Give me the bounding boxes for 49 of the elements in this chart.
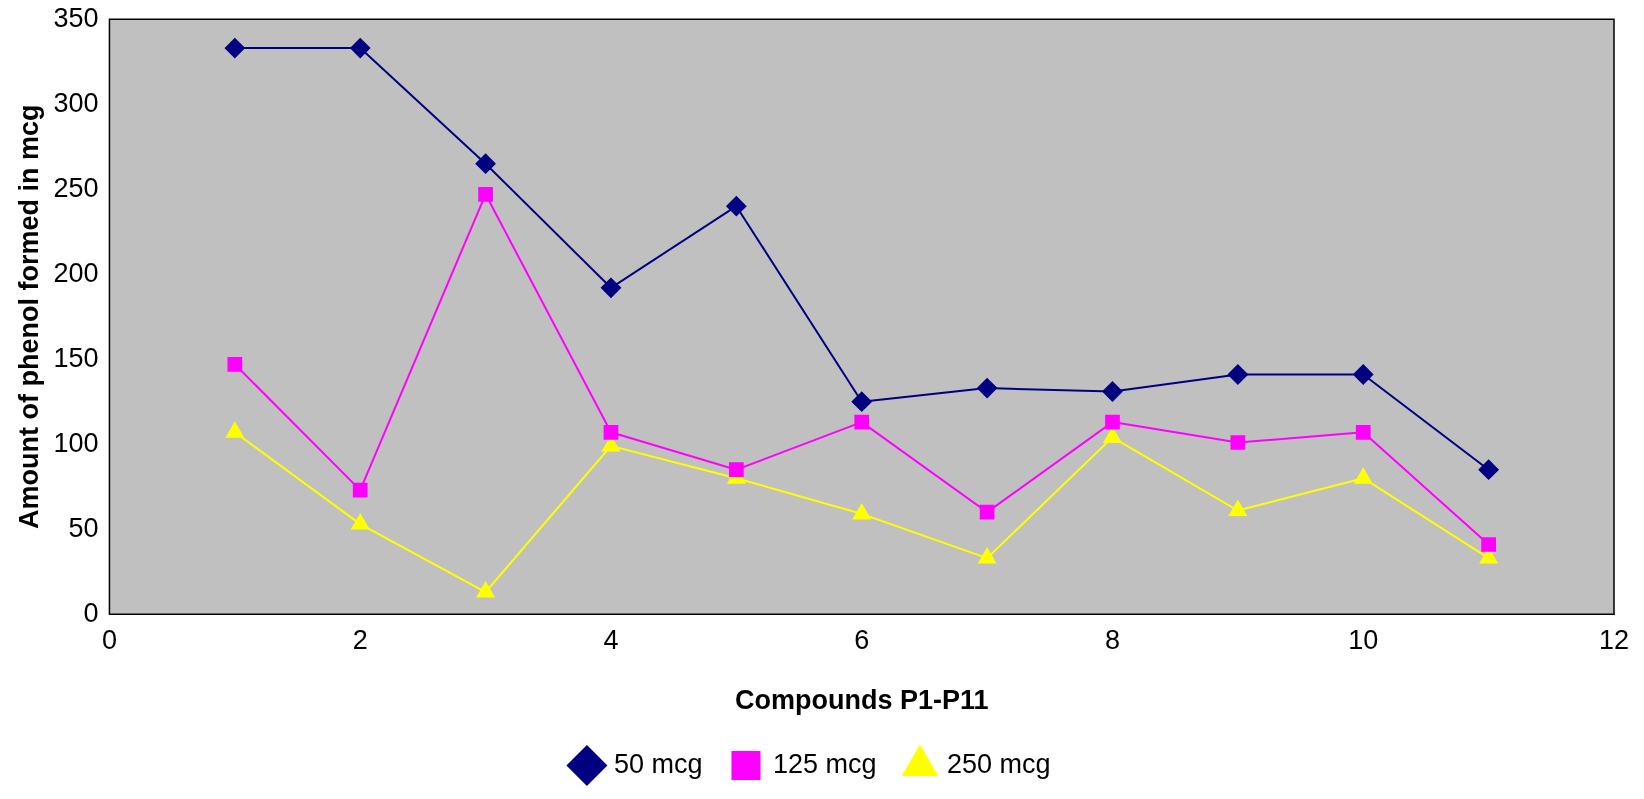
x-tick-label: 6 [854, 624, 870, 655]
legend-label: 250 mcg [947, 748, 1051, 779]
point [350, 38, 371, 59]
point [851, 391, 872, 412]
point [728, 462, 744, 478]
legend-label: 125 mcg [772, 748, 877, 779]
point [1354, 468, 1373, 484]
y-tick-label: 50 [68, 512, 99, 543]
point [476, 582, 495, 598]
point [979, 504, 995, 520]
point [478, 186, 493, 202]
point [978, 548, 996, 564]
point [1355, 424, 1371, 440]
point [227, 356, 243, 372]
y-tick-label: 350 [53, 2, 99, 33]
point [1230, 435, 1246, 450]
y-tick-label: 150 [53, 342, 99, 373]
point [603, 424, 619, 440]
x-tick-label: 10 [1348, 624, 1379, 655]
x-tick-label: 4 [603, 624, 619, 655]
point [977, 378, 998, 399]
point [226, 422, 244, 438]
point [726, 196, 747, 217]
point [1481, 537, 1496, 552]
point [854, 414, 870, 430]
point [1103, 427, 1122, 443]
legend-label: 50 mcg [613, 748, 703, 779]
point [1227, 364, 1248, 385]
point [475, 153, 496, 174]
y-tick-label: 300 [53, 87, 99, 118]
point [1353, 364, 1374, 385]
point [852, 503, 871, 520]
y-tick-label: 0 [83, 597, 99, 628]
point [1229, 500, 1247, 516]
y-tick-label: 250 [53, 172, 99, 203]
y-axis-title: Amount of phenol formed in mcg [13, 104, 44, 529]
point [352, 482, 368, 498]
point [1102, 381, 1123, 402]
y-tick-label: 200 [53, 257, 99, 288]
x-tick-label: 8 [1104, 624, 1120, 655]
x-axis-title: Compounds P1-P11 [734, 685, 989, 716]
point [224, 38, 245, 59]
point [1105, 414, 1120, 430]
point [1478, 459, 1499, 480]
y-tick-label: 100 [53, 427, 99, 458]
point [600, 277, 621, 298]
x-tick-label: 12 [1598, 624, 1630, 655]
x-tick-label: 2 [352, 624, 368, 655]
point [351, 514, 369, 530]
